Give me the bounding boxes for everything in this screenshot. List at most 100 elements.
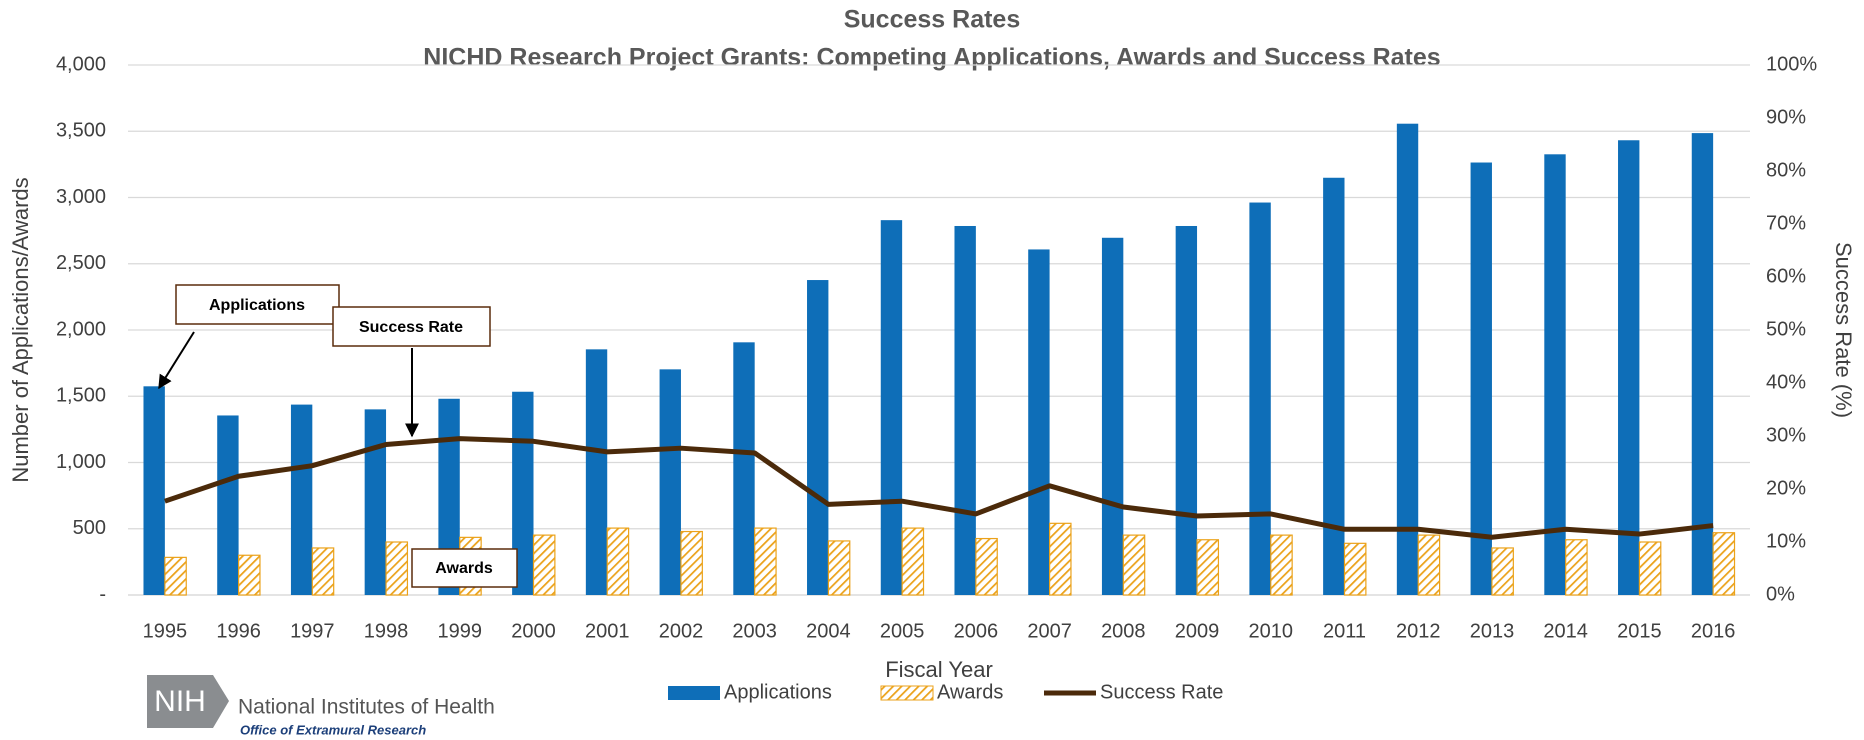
logo-mark: NIH xyxy=(154,685,206,718)
y-tick-label: 3,500 xyxy=(56,120,106,142)
bar xyxy=(1691,133,1714,596)
y2-axis-title: Success Rate (%) xyxy=(1831,242,1856,418)
chart-title: Success Rates xyxy=(844,6,1021,34)
bar xyxy=(164,556,187,596)
bar xyxy=(1028,249,1050,595)
bar xyxy=(585,349,608,595)
x-tick-label: 1998 xyxy=(364,620,409,642)
y-tick-label: 1,500 xyxy=(56,385,106,407)
bar xyxy=(1638,541,1662,596)
y-tick-label: 3,000 xyxy=(56,186,106,208)
callout-box xyxy=(175,284,340,325)
callout-arrow xyxy=(158,331,195,390)
x-tick-label: 1999 xyxy=(438,620,483,642)
bar xyxy=(311,547,335,596)
y-tick-label: 500 xyxy=(73,517,106,539)
bar xyxy=(733,342,755,595)
bar xyxy=(1249,202,1271,595)
legend-swatch xyxy=(880,685,934,701)
logo: NIH National Institutes of Health Office… xyxy=(147,675,495,737)
x-tick-label: 2016 xyxy=(1691,620,1736,642)
callout-label: Success Rate xyxy=(359,319,463,336)
chart-subtitle: NICHD Research Project Grants: Competing… xyxy=(423,44,1440,72)
callouts: Applications Success Rate Awards xyxy=(158,284,518,588)
bar xyxy=(1343,542,1367,596)
x-axis-title: Fiscal Year xyxy=(885,657,993,682)
bar xyxy=(1470,162,1492,595)
bar xyxy=(975,537,998,596)
logo-arrow xyxy=(213,675,229,728)
y-tick-label: 2,000 xyxy=(56,318,106,340)
x-tick-label: 2007 xyxy=(1027,620,1072,642)
bar xyxy=(1396,123,1419,595)
bar xyxy=(364,409,387,595)
y2-tick-label: 50% xyxy=(1766,318,1806,340)
y2-tick-label: 60% xyxy=(1766,265,1806,287)
bar xyxy=(290,404,313,595)
bar xyxy=(438,398,460,595)
y2-tick-label: 100% xyxy=(1766,53,1817,75)
x-tick-label: 2000 xyxy=(511,620,556,642)
logo-office: Office of Extramural Research xyxy=(240,722,426,737)
callout-label: Applications xyxy=(209,297,305,314)
bar xyxy=(1712,532,1736,596)
callout-label: Awards xyxy=(435,560,493,577)
bar xyxy=(217,415,239,595)
legend-label: Success Rate xyxy=(1100,681,1223,703)
y-tick-label: - xyxy=(99,583,106,605)
callout-box xyxy=(332,306,491,347)
y2-tick-label: 30% xyxy=(1766,424,1806,446)
bar xyxy=(385,541,409,596)
legend-label: Applications xyxy=(724,681,832,703)
x-tick-label: 2014 xyxy=(1543,620,1588,642)
x-tick-label: 1997 xyxy=(290,620,335,642)
x-tick-label: 2009 xyxy=(1175,620,1220,642)
x-tick-label: 2013 xyxy=(1470,620,1515,642)
bar xyxy=(807,280,829,595)
y2-tick-label: 20% xyxy=(1766,477,1806,499)
bar xyxy=(1175,225,1198,596)
bar xyxy=(1417,534,1441,596)
x-tick-label: 2008 xyxy=(1101,620,1146,642)
y2-tick-label: 90% xyxy=(1766,106,1806,128)
bar xyxy=(754,527,777,596)
bar xyxy=(827,540,851,596)
y2-tick-label: 80% xyxy=(1766,159,1806,181)
y2-tick-label: 0% xyxy=(1766,583,1795,605)
bar xyxy=(1196,539,1220,596)
bar xyxy=(237,554,261,596)
x-tick-label: 1996 xyxy=(216,620,261,642)
bar xyxy=(954,225,976,596)
bar xyxy=(680,530,703,596)
x-tick-label: 2006 xyxy=(954,620,999,642)
logo-box xyxy=(147,675,213,728)
bar xyxy=(606,527,630,596)
bar xyxy=(532,534,556,596)
x-tick-label: 2011 xyxy=(1323,620,1366,642)
x-tick-label: 2004 xyxy=(806,620,851,642)
x-tick-label: 2002 xyxy=(659,620,704,642)
bar xyxy=(1618,140,1640,595)
y-tick-label: 4,000 xyxy=(56,53,106,75)
bar xyxy=(1270,534,1293,596)
y2-tick-label: 10% xyxy=(1766,530,1806,552)
bar xyxy=(1544,154,1566,595)
x-tick-label: 1995 xyxy=(143,620,188,642)
x-tick-label: 2005 xyxy=(880,620,925,642)
bar xyxy=(1491,547,1514,596)
bar xyxy=(1101,237,1124,595)
x-tick-label: 2010 xyxy=(1249,620,1294,642)
bar xyxy=(1122,534,1146,596)
logo-name: National Institutes of Health xyxy=(238,696,495,719)
y2-tick-label: 70% xyxy=(1766,212,1806,234)
bar xyxy=(1048,522,1072,596)
bar xyxy=(659,369,681,595)
bar xyxy=(143,386,165,595)
bar xyxy=(1565,539,1588,596)
legend-swatch xyxy=(668,686,720,700)
x-tick-label: 2001 xyxy=(585,620,630,642)
y2-tick-label: 40% xyxy=(1766,371,1806,393)
y-axis-title: Number of Applications/Awards xyxy=(8,177,33,482)
legend-label: Awards xyxy=(937,681,1003,703)
